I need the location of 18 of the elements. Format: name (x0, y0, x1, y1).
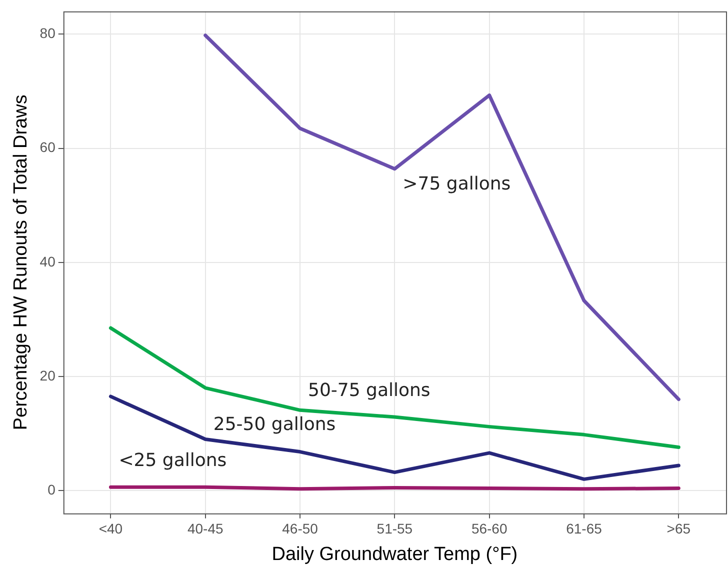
x-tick-label: 40-45 (187, 520, 224, 537)
y-tick-label: 80 (40, 25, 56, 42)
x-tick-label: 46-50 (282, 520, 318, 537)
x-tick-label: 61-65 (566, 520, 602, 537)
x-tick-label: >65 (666, 520, 691, 537)
x-axis-title: Daily Groundwater Temp (°F) (272, 544, 518, 565)
y-tick-label: 0 (48, 481, 56, 498)
y-tick-label: 20 (40, 367, 56, 384)
x-tick-label: 56-60 (471, 520, 508, 537)
y-tick-label: 60 (40, 139, 56, 156)
series-label: 50-75 gallons (308, 380, 430, 401)
series-label: 25-50 gallons (213, 414, 336, 435)
y-axis-title: Percentage HW Runouts of Total Draws (10, 94, 32, 430)
series-label: <25 gallons (118, 450, 227, 471)
y-tick-label: 40 (40, 253, 56, 270)
x-tick-label: 51-55 (376, 520, 413, 537)
x-tick-label: <40 (98, 520, 123, 537)
series-label: >75 gallons (402, 174, 511, 195)
